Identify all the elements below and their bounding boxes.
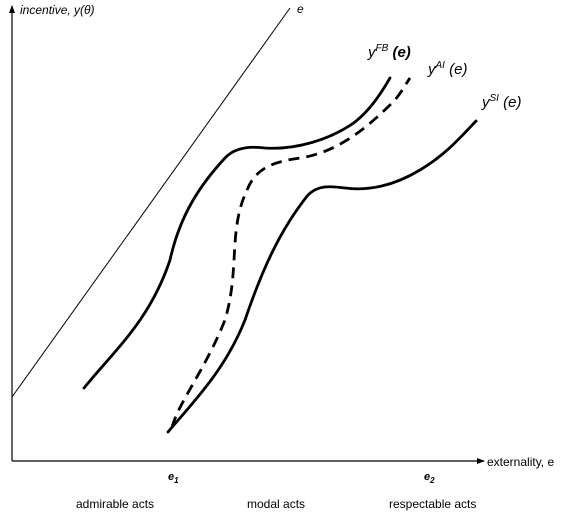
y-axis-label-text: incentive,: [20, 3, 74, 17]
curve-second-best: [166, 119, 478, 434]
tick-label-e1: e1: [168, 471, 179, 485]
tick-e1-sub: 1: [174, 476, 179, 485]
curve-label-si-tail: (e): [499, 94, 522, 111]
tick-e1-base: e: [168, 471, 174, 483]
reference-line-label: e: [297, 2, 304, 16]
curve-label-si-sup: SI: [490, 93, 500, 104]
tick-label-e2: e2: [424, 471, 435, 485]
tick-e2-sub: 2: [429, 476, 435, 485]
curve-label-ai-base: y: [427, 61, 437, 78]
curve-ai: [170, 77, 412, 428]
curve-first-best: [82, 76, 392, 390]
x-axis-label: externality, e: [487, 455, 554, 469]
curve-label-fb-tail: (e): [388, 44, 411, 61]
curve-label-si-base: y: [481, 94, 491, 111]
curve-label-ai-sup: AI: [435, 60, 446, 71]
curve-label-ai: yAI (e): [427, 60, 467, 78]
tick-e2-base: e: [424, 471, 430, 483]
curve-label-fb-base: y: [367, 44, 377, 61]
curve-label-second-best: ySI (e): [481, 93, 521, 111]
region-label-admirable: admirable acts: [76, 497, 154, 511]
curve-label-first-best: yFB (e): [367, 43, 411, 61]
reference-line-e: [11, 7, 291, 398]
y-axis-label-symbol: y(θ): [73, 3, 95, 17]
region-label-respectable: respectable acts: [389, 497, 476, 511]
y-axis-label: incentive, y(θ): [20, 3, 95, 17]
region-label-modal: modal acts: [247, 497, 305, 511]
curve-label-ai-tail: (e): [445, 61, 468, 78]
curve-label-fb-sup: FB: [376, 43, 389, 54]
